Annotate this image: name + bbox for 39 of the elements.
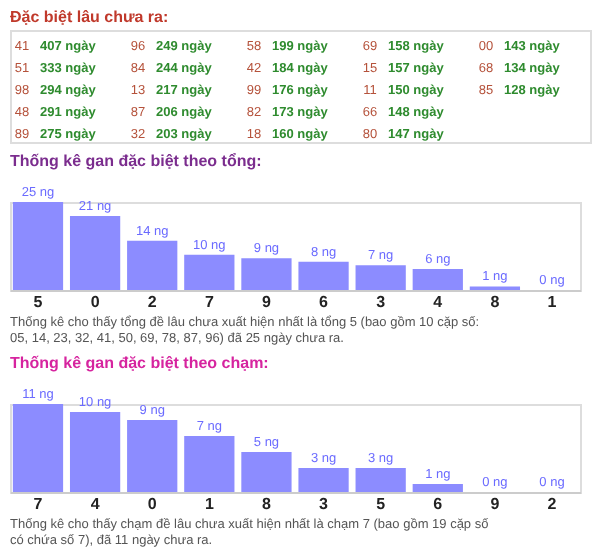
x-tick-label: 6	[433, 495, 444, 513]
x-tick-label: 2	[547, 495, 558, 513]
bar	[127, 420, 178, 492]
x-tick-label: 4	[433, 293, 444, 311]
bar	[69, 216, 121, 290]
bar	[12, 202, 64, 290]
x-tick-label: 1	[204, 495, 215, 513]
x-tick-label: 8	[490, 293, 501, 311]
bar	[69, 412, 121, 492]
bar	[355, 265, 406, 290]
x-tick-label: 5	[33, 293, 44, 311]
bar	[12, 404, 64, 492]
x-tick-label: 7	[33, 495, 44, 513]
x-tick-label: 1	[547, 293, 558, 311]
text: Đặc biệt lâu chưa ra:	[10, 8, 169, 26]
bar	[412, 268, 463, 290]
x-tick-label: 9	[261, 293, 272, 311]
x-tick-label: 9	[490, 495, 501, 513]
bar	[298, 468, 349, 492]
x-tick-label: 6	[319, 293, 330, 311]
x-tick-label: 0	[147, 495, 158, 513]
bar	[241, 258, 292, 290]
x-tick-label: 3	[376, 293, 387, 311]
x-tick-label: 3	[319, 495, 330, 513]
bar	[127, 240, 178, 290]
chart-title: Thống kê gan đặc biệt theo tổng:	[10, 152, 262, 170]
bar	[412, 484, 463, 492]
x-tick-label: 7	[204, 293, 215, 311]
x-tick-label: 5	[376, 495, 387, 513]
chart-title: Thống kê gan đặc biệt theo chạm:	[10, 354, 269, 372]
x-tick-label: 8	[261, 495, 272, 513]
x-tick-label: 2	[147, 293, 158, 311]
bar	[355, 468, 406, 492]
x-tick-label: 4	[90, 495, 101, 513]
bar	[184, 254, 235, 290]
bar	[298, 261, 349, 290]
bar	[184, 436, 235, 492]
bar	[241, 452, 292, 492]
x-tick-label: 0	[90, 293, 101, 311]
